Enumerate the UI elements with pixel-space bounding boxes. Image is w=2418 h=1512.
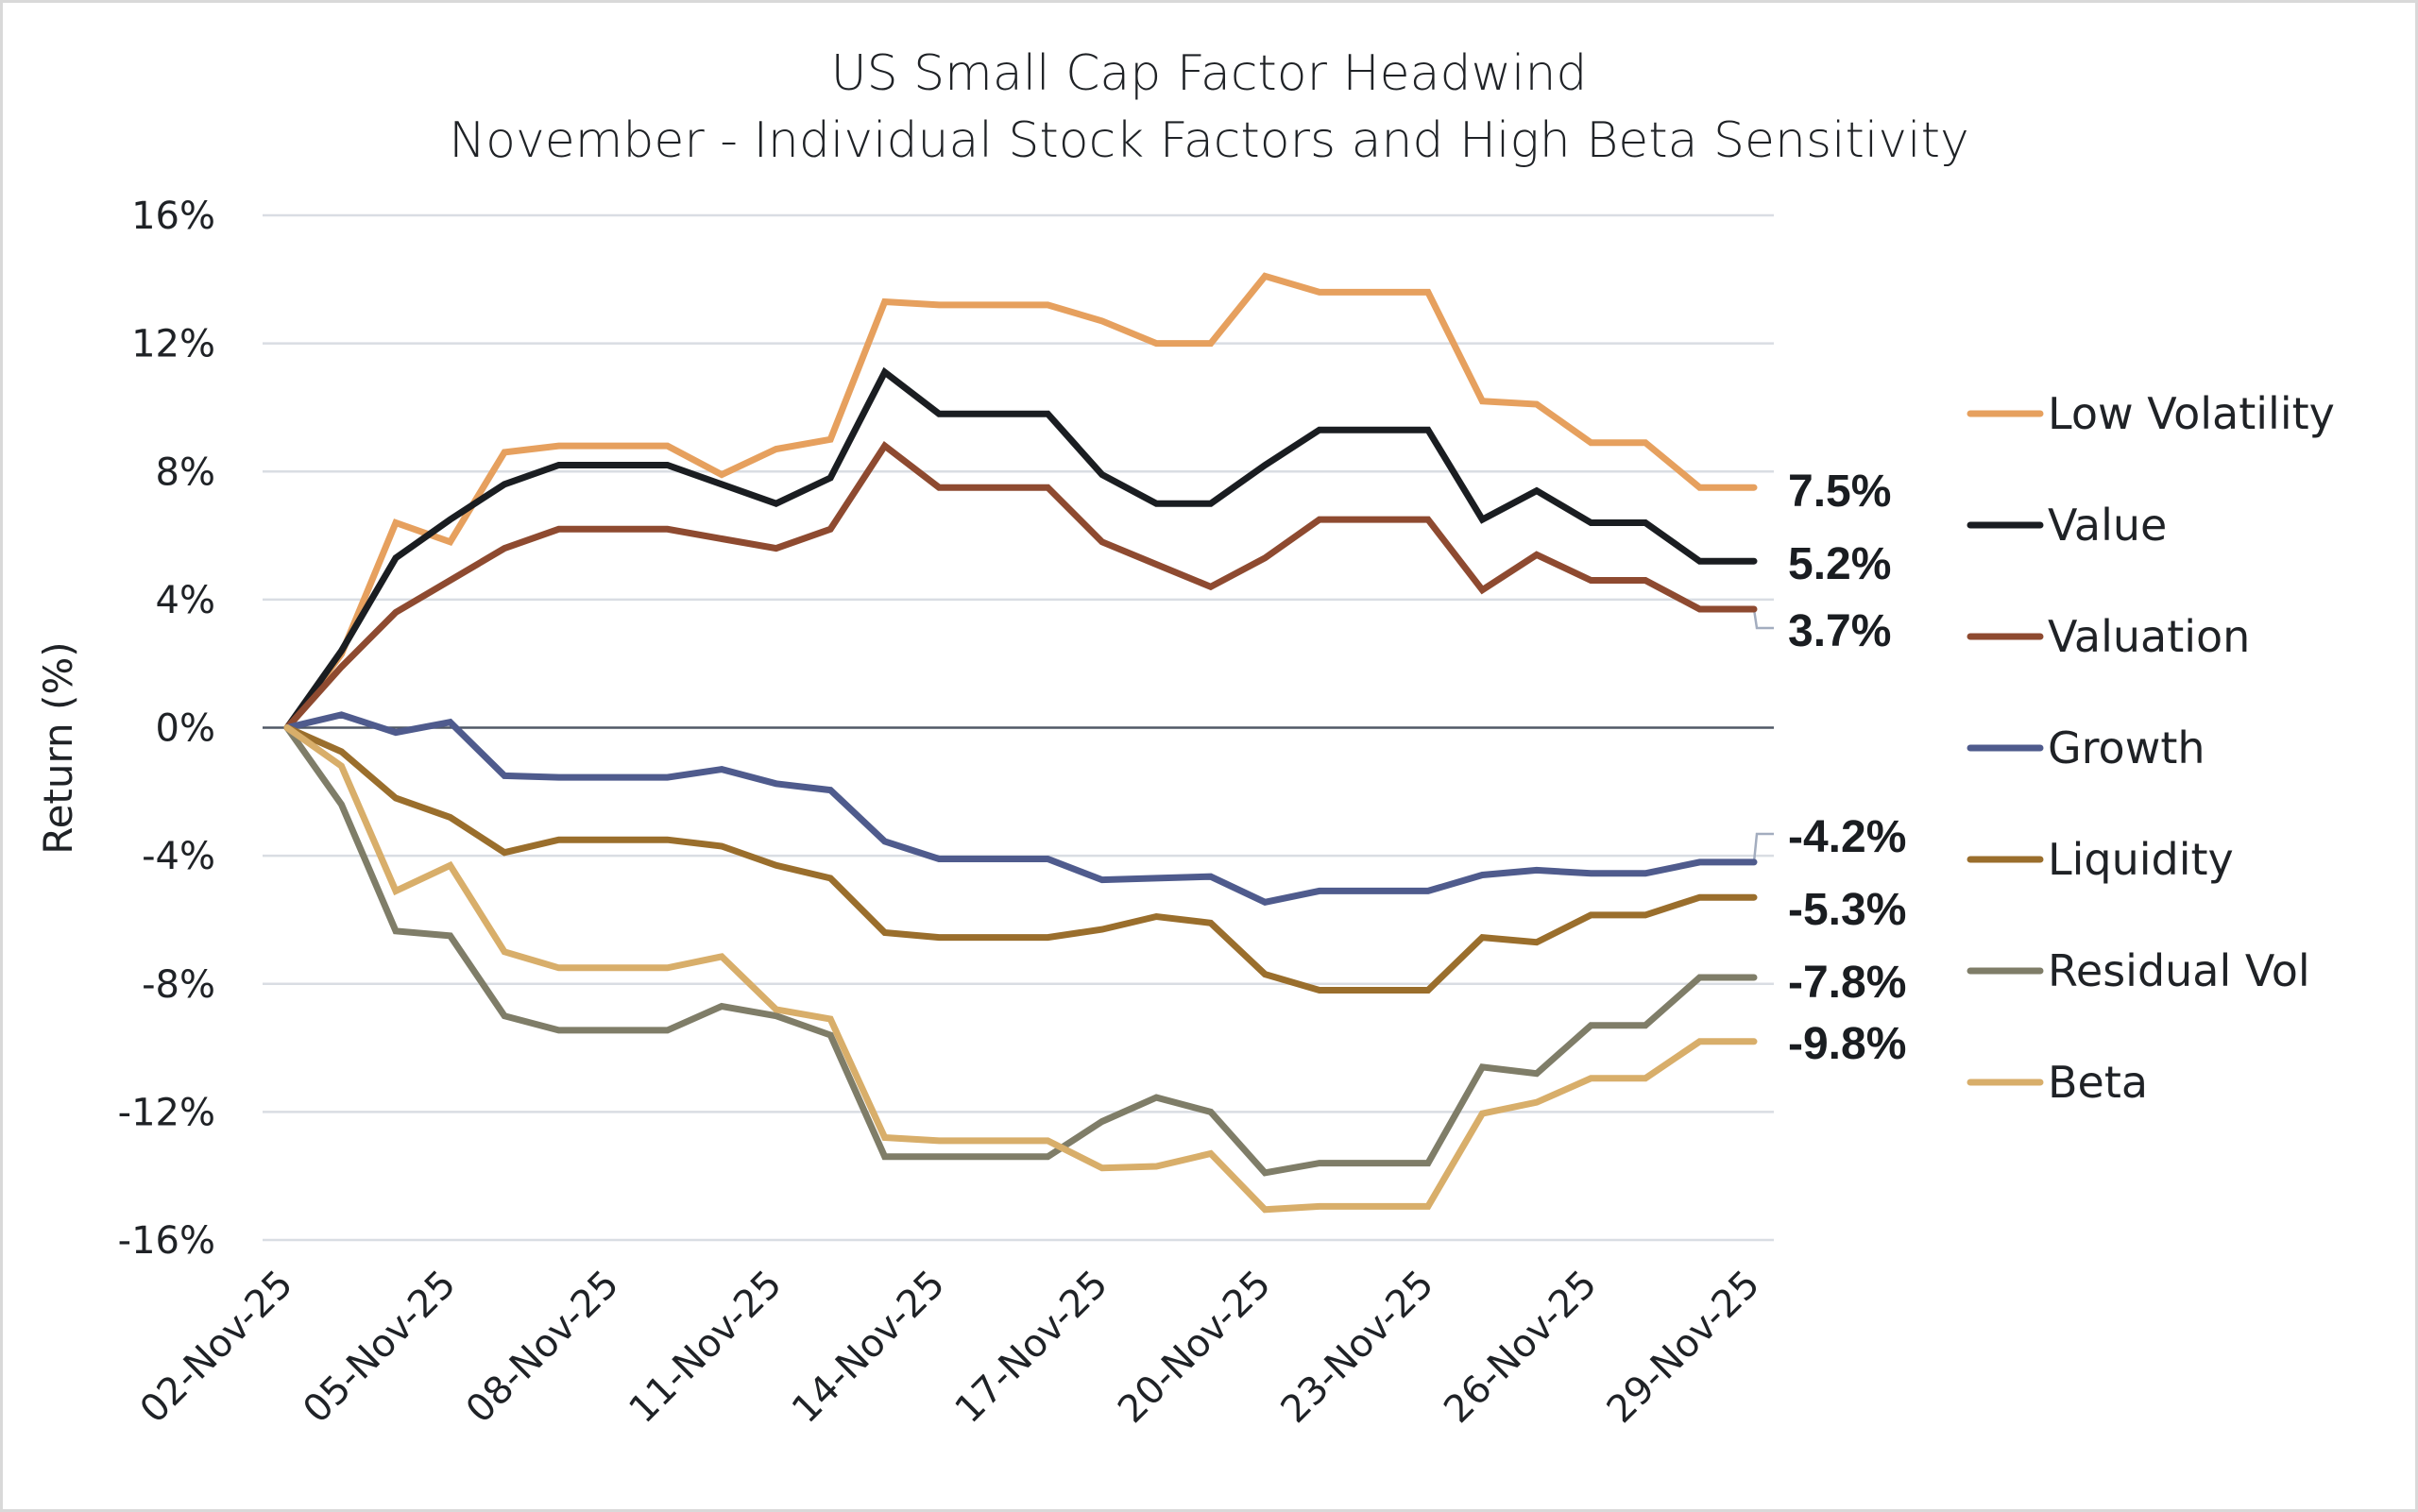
legend-item: Valuation xyxy=(1967,611,2250,662)
legend-item: Residual Vol xyxy=(1967,945,2310,996)
legend-item: Value xyxy=(1967,500,2167,551)
y-tick-label: 0% xyxy=(156,707,215,751)
legend-item: Growth xyxy=(1967,722,2205,773)
gridlines xyxy=(263,213,1774,1242)
legend-label: Low Volatility xyxy=(2048,388,2335,439)
end-value-label: -4.2% xyxy=(1788,812,1906,862)
x-tick-label: 20-Nov-25 xyxy=(1110,1263,1279,1432)
x-tick-label: 17-Nov-25 xyxy=(946,1263,1115,1432)
x-tick-label: 23-Nov-25 xyxy=(1273,1263,1442,1432)
leader-line xyxy=(1752,608,1774,630)
x-tick-label: 26-Nov-25 xyxy=(1436,1263,1605,1432)
legend-label: Residual Vol xyxy=(2048,945,2310,996)
legend-item: Low Volatility xyxy=(1967,388,2335,439)
x-tick-label: 14-Nov-25 xyxy=(784,1263,953,1432)
y-tick-label: -12% xyxy=(118,1091,215,1134)
y-axis-title: Return (%) xyxy=(35,641,81,854)
chart-title: US Small Cap Factor Headwind xyxy=(831,45,1588,102)
legend-label: Beta xyxy=(2048,1057,2148,1108)
series-line-value xyxy=(283,366,1758,731)
x-tick-label: 11-Nov-25 xyxy=(621,1263,790,1432)
y-tick-label: -16% xyxy=(118,1219,215,1263)
end-labels: 7.5% 5.2% 3.7% -4.2% -5.3% -7.8% -9.8% xyxy=(1788,467,1906,1069)
end-value-label: -9.8% xyxy=(1788,1019,1906,1069)
series-line-low-volatility xyxy=(283,272,1758,731)
series-lines xyxy=(283,272,1758,1214)
end-value-label: 5.2% xyxy=(1788,539,1891,589)
y-tick-label: 4% xyxy=(156,579,215,622)
chart-subtitle: November - Individual Stock Factors and … xyxy=(449,112,1969,169)
y-tick-label: 12% xyxy=(131,323,215,366)
legend-label: Valuation xyxy=(2048,611,2250,662)
legend: Low Volatility Value Valuation Growth Liquid… xyxy=(1967,388,2335,1108)
x-tick-label: 08-Nov-25 xyxy=(458,1263,627,1432)
legend-label: Growth xyxy=(2048,722,2205,773)
leader-line xyxy=(1752,832,1774,863)
series-line-valuation xyxy=(283,441,1758,731)
legend-label: Value xyxy=(2048,500,2167,551)
end-value-label: -5.3% xyxy=(1788,885,1906,935)
x-tick-label: 29-Nov-25 xyxy=(1599,1263,1768,1432)
end-value-label: 7.5% xyxy=(1788,467,1891,517)
series-line-beta xyxy=(283,724,1758,1214)
end-value-label: -7.8% xyxy=(1788,958,1906,1008)
x-tick-label: 02-Nov-25 xyxy=(132,1263,301,1432)
legend-item: Beta xyxy=(1967,1057,2148,1108)
label-leaders xyxy=(1752,608,1774,863)
x-tick-label: 05-Nov-25 xyxy=(295,1263,464,1432)
y-tick-label: 8% xyxy=(156,450,215,494)
series-line-residual-vol xyxy=(283,724,1758,1177)
end-value-label: 3.7% xyxy=(1788,606,1891,656)
x-axis-ticks: 02-Nov-2505-Nov-2508-Nov-2511-Nov-2514-N… xyxy=(132,1263,1768,1432)
y-tick-label: -4% xyxy=(142,835,215,878)
y-tick-label: -8% xyxy=(142,963,215,1007)
y-tick-label: 16% xyxy=(131,195,215,238)
legend-item: Liquidity xyxy=(1967,834,2234,885)
legend-label: Liquidity xyxy=(2048,834,2234,885)
series-line-liquidity xyxy=(283,724,1758,994)
y-axis-ticks: 16% 12% 8% 4% 0% -4% -8% -12% -16% xyxy=(118,195,215,1263)
series-line-growth xyxy=(283,711,1758,906)
